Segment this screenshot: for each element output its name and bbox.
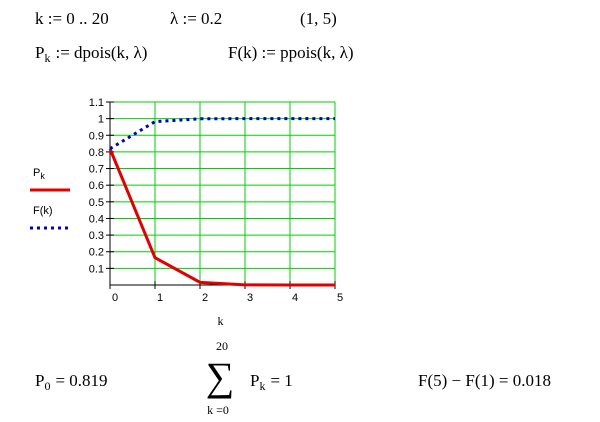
y-tick-label: 0.4: [89, 213, 104, 225]
y-tick-label: 0.1: [89, 263, 104, 275]
sum-upper: 20: [216, 339, 228, 353]
y-tick-label: 0.5: [89, 197, 104, 209]
symbol: P: [250, 371, 259, 390]
series-line: [109, 117, 335, 151]
p0-result: P0 = 0.819: [35, 371, 108, 393]
sum-lower: k =0: [207, 403, 229, 417]
subscript: k: [44, 51, 50, 65]
sum-sigma: ∑: [206, 354, 235, 399]
expr: := dpois(k, λ): [55, 43, 147, 62]
subscript: 0: [44, 379, 50, 393]
sum-result: Pk = 1: [250, 371, 293, 393]
y-tick-label: 0.2: [89, 247, 104, 259]
subscript: k: [259, 379, 265, 393]
legend-name: F(k): [33, 205, 53, 217]
expr: = 1: [270, 371, 292, 390]
legend-label: F(k): [33, 205, 53, 217]
chart: 0.10.20.30.40.50.60.70.80.911.10 1 2 3 4 5kPk…: [30, 97, 343, 328]
x-tick-label: 0: [112, 292, 118, 304]
range-def: k := 0 .. 20: [35, 9, 109, 28]
x-tick-label: 1: [157, 292, 163, 304]
x-axis-label: k: [218, 314, 224, 328]
series-line: [108, 148, 336, 287]
legend-subscript: k: [40, 171, 45, 181]
y-tick-label: 1: [98, 114, 104, 126]
legend-name: P: [33, 167, 40, 179]
legend-label: Pk: [33, 167, 45, 181]
interval: (1, 5): [300, 9, 337, 28]
diff-result: F(5) − F(1) = 0.018: [418, 371, 551, 390]
y-tick-label: 0.7: [89, 164, 104, 176]
y-tick-label: 0.3: [89, 230, 104, 242]
symbol: P: [35, 43, 44, 62]
x-tick-label: 3: [247, 292, 253, 304]
x-tick-label: 2: [202, 292, 208, 304]
y-tick-label: 1.1: [89, 97, 104, 109]
lambda-def: λ := 0.2: [170, 9, 222, 28]
symbol: P: [35, 371, 44, 390]
f-def: F(k) := ppois(k, λ): [228, 43, 354, 62]
expr: = 0.819: [55, 371, 107, 390]
y-tick-label: 0.9: [89, 130, 104, 142]
y-tick-label: 0.8: [89, 147, 104, 159]
x-tick-label: 4: [292, 292, 298, 304]
y-tick-label: 0.6: [89, 180, 104, 192]
x-tick-label: 5: [337, 292, 343, 304]
p-def: Pk := dpois(k, λ): [35, 43, 147, 65]
